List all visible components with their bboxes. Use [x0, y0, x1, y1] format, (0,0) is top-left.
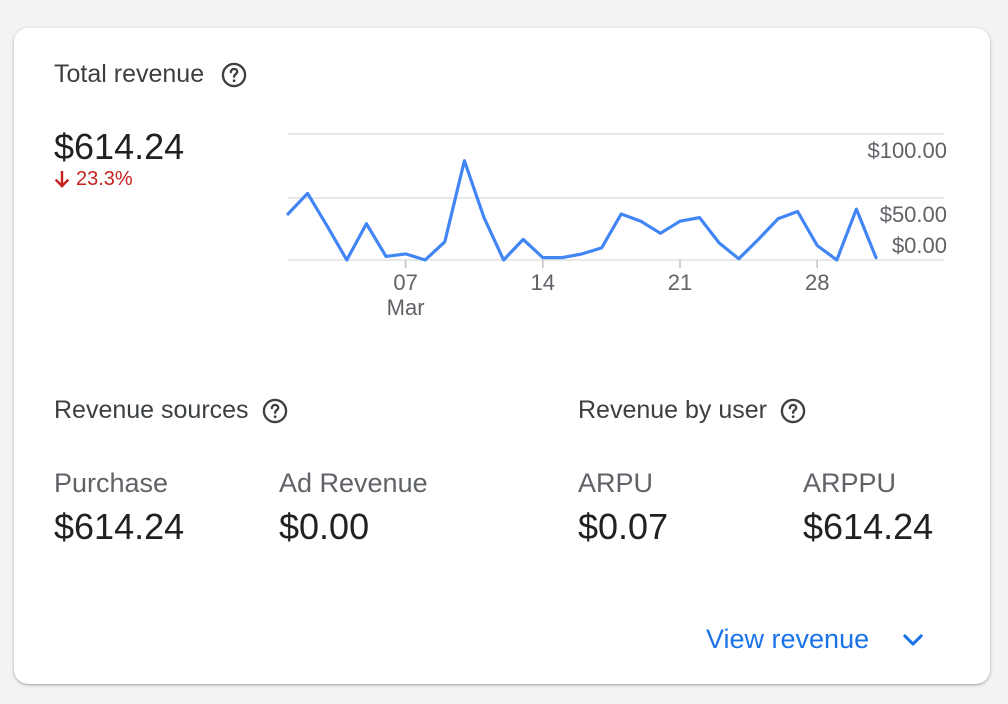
view-revenue-label: View revenue	[706, 624, 870, 654]
revenue-sources-header: Revenue sources	[54, 396, 289, 425]
x-tick-label: 07	[393, 270, 417, 295]
x-tick-label: 28	[805, 270, 829, 295]
x-tick-label: 21	[668, 270, 692, 295]
card-title: Total revenue	[54, 60, 205, 88]
delta-value: 23.3%	[76, 168, 133, 190]
ad-revenue-label: Ad Revenue	[279, 468, 428, 498]
revenue-line-chart: $100.00 $50.00 $0.00 07 14 21 28 Mar	[286, 133, 947, 320]
revenue-series-line	[286, 159, 878, 262]
revenue-sources-title: Revenue sources	[54, 396, 249, 424]
purchase-value: $614.24	[54, 506, 185, 547]
arrow-down-icon	[54, 170, 70, 188]
card-header: Total revenue	[54, 60, 248, 89]
total-revenue-card: Total revenue $614.24 23.3% $100.00 $50.0…	[14, 28, 990, 684]
arppu-label: ARPPU	[803, 468, 897, 498]
chevron-down-icon[interactable]	[899, 626, 927, 654]
x-tick-sublabel: Mar	[387, 295, 425, 320]
x-tick-label: 14	[531, 270, 555, 295]
ad-revenue-value: $0.00	[279, 506, 370, 547]
revenue-delta: 23.3%	[54, 168, 133, 191]
help-icon[interactable]	[220, 61, 248, 89]
purchase-label: Purchase	[54, 468, 169, 498]
arpu-value: $0.07	[578, 506, 669, 547]
arpu-label: ARPU	[578, 468, 654, 498]
help-icon[interactable]	[261, 397, 289, 425]
revenue-by-user-title: Revenue by user	[578, 396, 768, 424]
arppu-value: $614.24	[803, 506, 934, 547]
y-tick-label: $100.00	[867, 138, 947, 163]
y-tick-label: $0.00	[892, 233, 947, 258]
revenue-by-user-header: Revenue by user	[578, 396, 807, 425]
help-icon[interactable]	[779, 397, 807, 425]
y-tick-label: $50.00	[880, 202, 947, 227]
total-revenue-value: $614.24	[54, 126, 185, 167]
view-revenue-link[interactable]: View revenue	[706, 624, 927, 655]
